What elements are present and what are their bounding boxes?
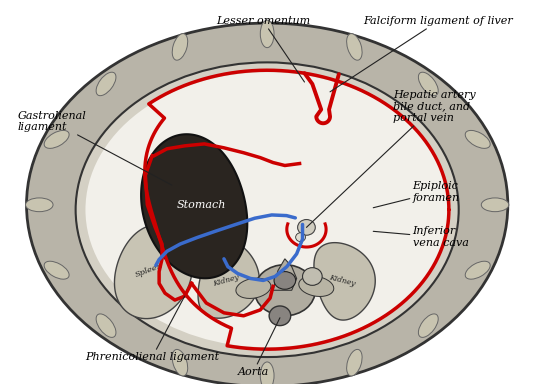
Ellipse shape: [346, 349, 362, 376]
Text: Lesser omentum: Lesser omentum: [216, 16, 310, 82]
Text: Epiploic
foramen: Epiploic foramen: [373, 181, 460, 208]
Text: Aorta: Aorta: [238, 318, 280, 377]
Ellipse shape: [481, 198, 509, 212]
Ellipse shape: [96, 314, 116, 337]
Ellipse shape: [274, 272, 296, 289]
Polygon shape: [314, 243, 375, 320]
Ellipse shape: [465, 261, 490, 279]
Text: Gastrolienal
ligament: Gastrolienal ligament: [18, 111, 172, 185]
Polygon shape: [114, 224, 192, 319]
Ellipse shape: [298, 219, 315, 235]
Ellipse shape: [302, 268, 322, 285]
Polygon shape: [198, 241, 260, 318]
Ellipse shape: [346, 34, 362, 60]
Ellipse shape: [96, 72, 116, 96]
Ellipse shape: [299, 276, 334, 296]
Text: Kidney: Kidney: [328, 273, 356, 288]
Ellipse shape: [172, 349, 188, 376]
Text: Spleen: Spleen: [134, 262, 164, 279]
Ellipse shape: [419, 314, 438, 337]
Polygon shape: [141, 134, 248, 278]
Text: Stomach: Stomach: [177, 200, 226, 210]
Text: Kidney: Kidney: [212, 273, 240, 288]
Ellipse shape: [269, 306, 291, 325]
Ellipse shape: [26, 23, 508, 387]
Ellipse shape: [44, 130, 69, 148]
Ellipse shape: [25, 198, 53, 212]
Text: Hepatic artery
bile duct, and
portal vein: Hepatic artery bile duct, and portal vei…: [306, 90, 476, 228]
Text: Phrenicolienal ligament: Phrenicolienal ligament: [85, 296, 219, 362]
Ellipse shape: [260, 20, 274, 48]
Ellipse shape: [260, 362, 274, 387]
Polygon shape: [273, 259, 296, 290]
Ellipse shape: [76, 62, 459, 357]
Ellipse shape: [465, 130, 490, 148]
Ellipse shape: [419, 72, 438, 96]
Ellipse shape: [296, 233, 305, 241]
Ellipse shape: [172, 34, 188, 60]
Text: Falciform ligament of liver: Falciform ligament of liver: [330, 16, 513, 92]
Ellipse shape: [255, 265, 315, 316]
Ellipse shape: [236, 278, 271, 298]
Ellipse shape: [44, 261, 69, 279]
Ellipse shape: [85, 72, 449, 347]
Text: Inferior
vena cava: Inferior vena cava: [373, 226, 469, 248]
